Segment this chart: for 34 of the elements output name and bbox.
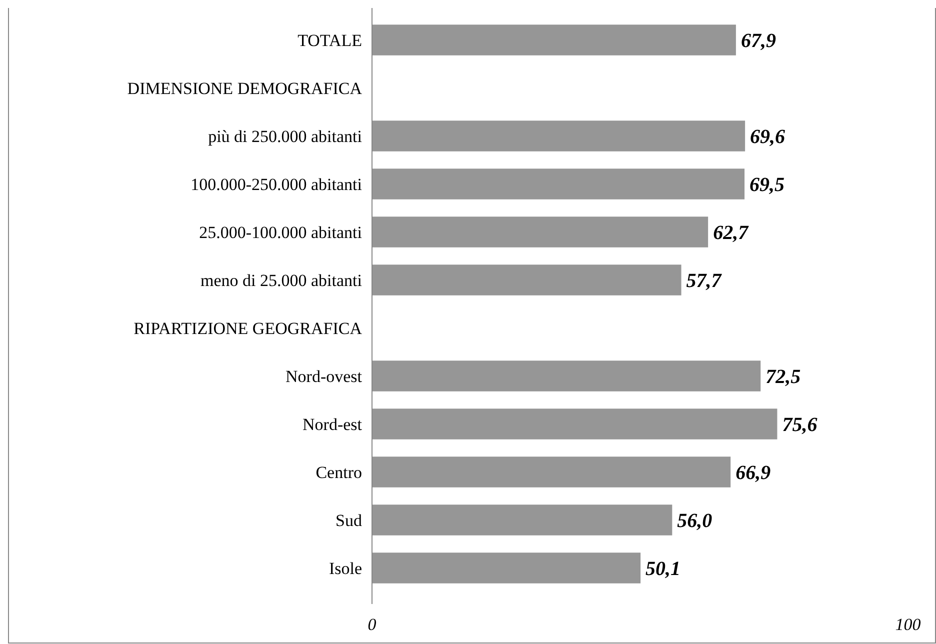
bar: [372, 24, 736, 56]
y-tick-label: Sud: [336, 510, 362, 530]
bar: [372, 408, 778, 440]
data-label: 72,5: [766, 366, 801, 388]
data-label: 67,9: [740, 30, 776, 52]
y-tick-label: TOTALE: [298, 30, 362, 50]
y-tick-label: Isole: [328, 558, 362, 578]
y-tick-label: RIPARTIZIONE GEOGRAFICA: [134, 318, 363, 338]
y-tick-label: Nord-ovest: [286, 366, 362, 386]
y-tick-label: più di 250.000 abitanti: [208, 126, 362, 146]
bar: [372, 168, 745, 200]
data-label: 69,5: [750, 174, 785, 196]
bar: [372, 456, 731, 488]
data-label: 66,9: [736, 462, 771, 484]
data-label: 62,7: [713, 222, 750, 244]
bar: [372, 504, 672, 536]
y-tick-label: 25.000-100.000 abitanti: [199, 222, 362, 242]
y-tick-label: DIMENSIONE DEMOGRAFICA: [127, 78, 363, 98]
data-label: 56,0: [677, 510, 712, 532]
bar: [372, 360, 761, 392]
data-label: 57,7: [686, 270, 722, 292]
bar: [372, 120, 746, 152]
bar: [372, 552, 641, 584]
y-tick-label: Nord-est: [302, 414, 362, 434]
x-tick-label: 0: [368, 615, 377, 634]
bar: [372, 264, 682, 296]
y-tick-label: meno di 25.000 abitanti: [200, 270, 362, 290]
y-tick-label: 100.000-250.000 abitanti: [190, 174, 362, 194]
data-label: 50,1: [646, 558, 681, 580]
x-tick-label: 100: [895, 615, 922, 634]
data-label: 75,6: [782, 414, 818, 436]
data-label: 69,6: [750, 126, 786, 148]
bar: [372, 216, 708, 248]
y-tick-label: Centro: [316, 462, 362, 482]
